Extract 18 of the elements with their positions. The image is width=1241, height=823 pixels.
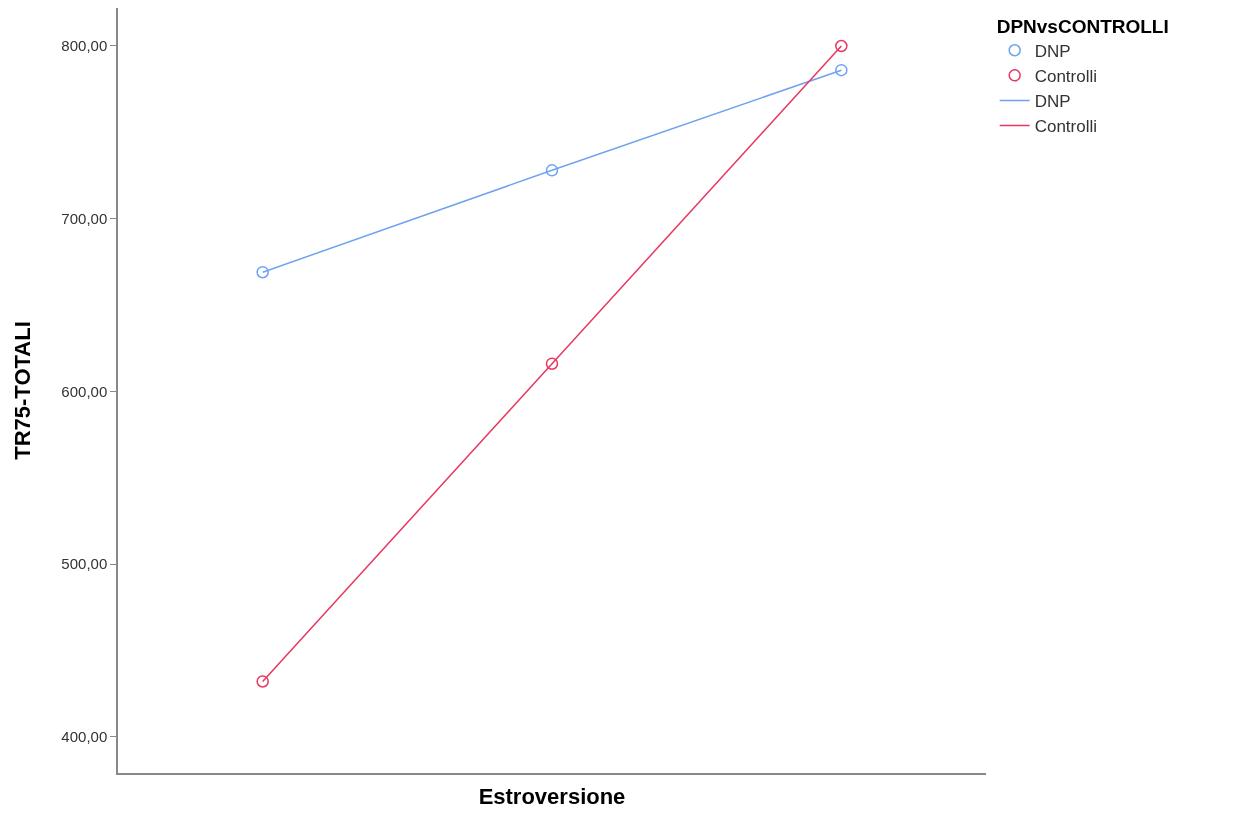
point (256, 265, 269, 279)
x-axis-title: Estroversione (478, 784, 626, 810)
legend-label: DNP (1034, 41, 1071, 61)
y-tick-label: 800,00 (61, 37, 108, 55)
legend-label: DNP (1034, 92, 1071, 112)
y-tick-label: 400,00 (61, 727, 108, 745)
y-tick-label: 500,00 (61, 555, 108, 573)
y-tick-label: 700,00 (61, 209, 108, 227)
point (545, 164, 559, 177)
y-tick-label: 600,00 (61, 382, 108, 400)
point (835, 39, 848, 53)
legend-label: Controlli (1034, 117, 1098, 137)
point (256, 675, 269, 688)
legend-title: DPNvsCONTROLLI (996, 15, 1169, 37)
point (835, 63, 848, 77)
y-axis-title: TR75-TOTALI (9, 321, 35, 460)
legend-label: Controlli (1034, 66, 1098, 86)
point (545, 357, 559, 370)
